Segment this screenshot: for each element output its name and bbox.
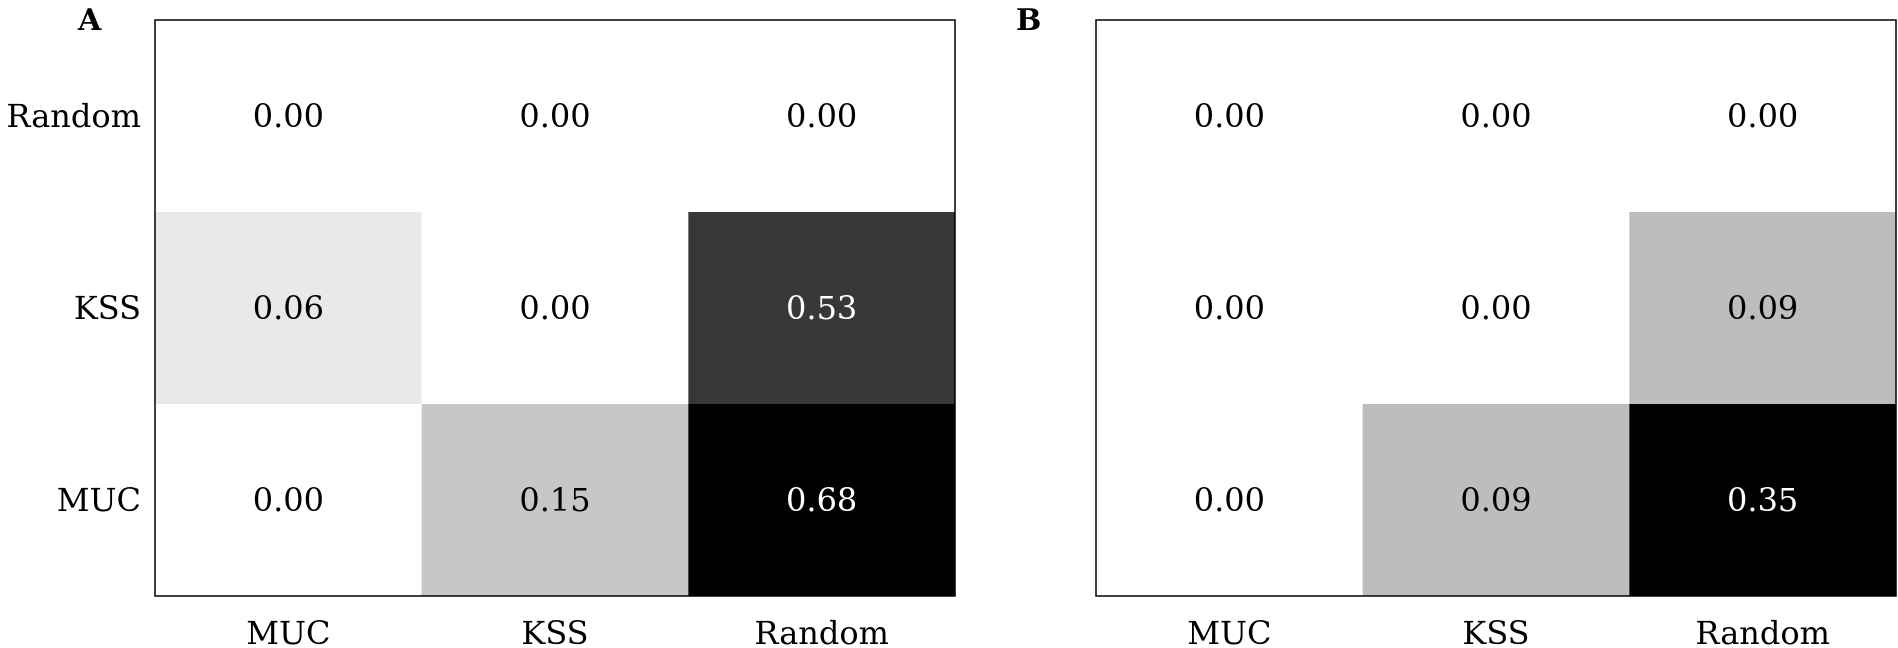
cell-value-label: 0.00 [1460,289,1531,327]
cell-value-label: 0.00 [1727,97,1798,135]
heatmap-cell [688,20,955,212]
y-tick-label: Random [6,97,141,135]
plot-frame [1095,19,1897,597]
y-tick-label: MUC [57,481,141,519]
heatmap-cell [155,404,422,596]
heatmap-cell [1096,212,1363,404]
panel-letter: A [77,3,102,38]
heatmap-cell [688,212,955,404]
cell-value-label: 0.00 [1194,481,1265,519]
cell-value-label: 0.00 [519,289,590,327]
cell-value-label: 0.06 [253,289,324,327]
heatmap-cell [688,404,955,596]
cell-value-label: 0.00 [1194,97,1265,135]
x-tick-label: Random [754,614,889,648]
heatmap-cell [1362,20,1630,212]
heatmap-cell [1362,404,1630,596]
heatmap-cell [1629,212,1896,404]
y-tick-label: KSS [74,289,141,327]
cell-value-label: 0.00 [253,481,324,519]
cell-value-label: 0.09 [1460,481,1531,519]
cell-value-label: 0.00 [519,97,590,135]
x-tick-label: MUC [246,614,330,648]
heatmap-cell [1629,404,1896,596]
heatmap-cell [1096,20,1363,212]
cell-value-label: 0.00 [1460,97,1531,135]
cell-value-label: 0.09 [1727,289,1798,327]
heatmap-cell [155,212,422,404]
cell-value-label: 0.68 [786,481,857,519]
x-tick-label: MUC [1187,614,1271,648]
panel-letter: B [1016,3,1041,38]
cell-value-label: 0.15 [519,481,590,519]
cell-value-label: 0.00 [1194,289,1265,327]
cell-value-label: 0.35 [1727,481,1798,519]
cell-value-label: 0.00 [253,97,324,135]
heatmap-cell [1362,212,1630,404]
x-tick-label: KSS [521,614,588,648]
heatmap-cell [1629,20,1896,212]
cell-value-label: 0.00 [786,97,857,135]
heatmap-cell [421,212,689,404]
cell-value-label: 0.53 [786,289,857,327]
heatmap-panel-a: A 0.00 0.00 0.00 0.06 0.00 0.53 0.00 0.15 0.68 Ran… [6,3,956,648]
heatmap-panel-b: B 0.00 0.00 0.00 0.00 0.00 0.09 0.00 0.09 0.35 Ran… [1016,3,1897,648]
x-tick-label: KSS [1462,614,1529,648]
heatmap-cell [421,20,689,212]
heatmap-cell [155,20,422,212]
x-tick-label: Random [1695,614,1830,648]
plot-frame [154,19,956,597]
heatmap-cell [421,404,689,596]
heatmap-cell [1096,404,1363,596]
